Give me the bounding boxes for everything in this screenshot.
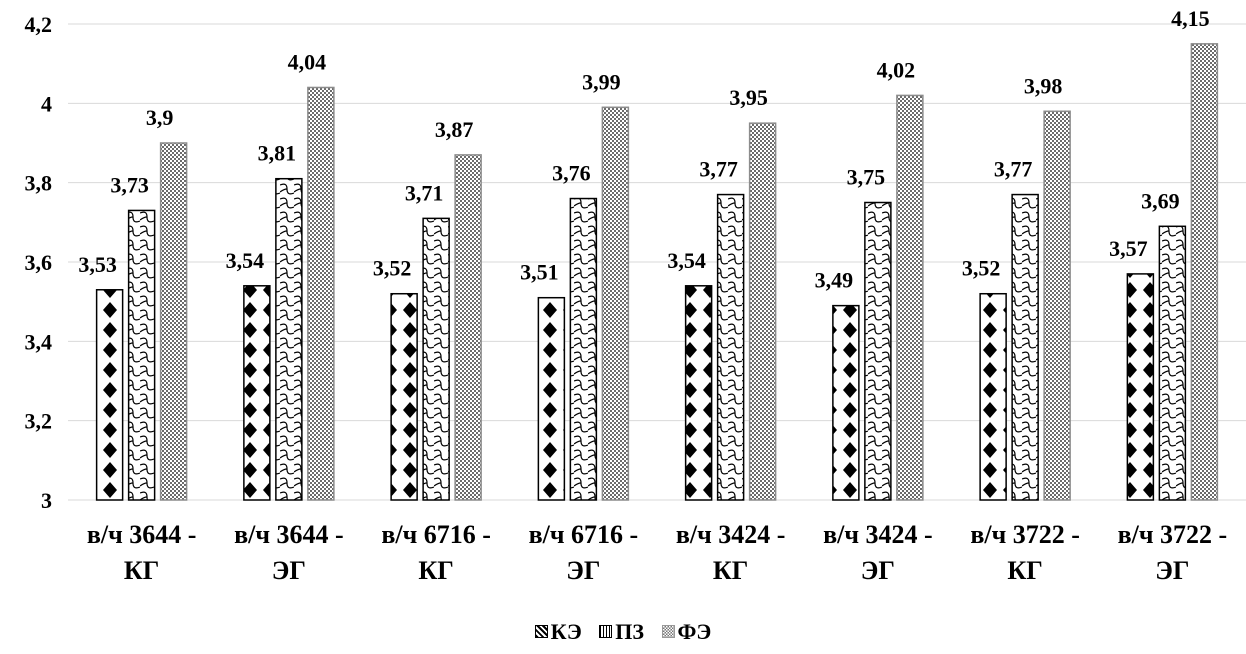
- bar-checker-5: [896, 94, 924, 501]
- data-label: 3,51: [520, 260, 559, 285]
- legend-label-fe: ФЭ: [677, 618, 712, 644]
- bar-waves-0: [127, 209, 156, 501]
- legend-label-pz: ПЗ: [615, 618, 645, 644]
- bar-diamonds-6: [979, 292, 1007, 501]
- data-label: 3,99: [582, 69, 621, 94]
- bar-waves-2: [422, 217, 450, 501]
- data-label: 3,69: [1141, 188, 1180, 213]
- data-label: 3,9: [146, 105, 174, 130]
- bar-diamonds-7: [1126, 273, 1155, 501]
- legend-item-pz: ПЗ: [599, 619, 644, 645]
- bar-checker-1: [307, 86, 335, 501]
- data-label: 3,76: [552, 161, 591, 186]
- y-tick-label: 3: [41, 488, 52, 513]
- x-tick-label: в/ч 3424 -: [823, 520, 933, 549]
- data-label: 3,81: [258, 141, 297, 166]
- x-tick-label: ЭГ: [861, 556, 895, 585]
- bar-diamonds-3: [537, 296, 566, 501]
- data-label: 3,52: [373, 256, 412, 281]
- legend-swatch-ke: [534, 625, 548, 638]
- legend-swatch-pz: [599, 625, 613, 638]
- y-tick-label: 4,2: [25, 12, 53, 37]
- data-label: 3,73: [110, 172, 149, 197]
- data-label: 3,77: [699, 157, 738, 182]
- y-tick-label: 3,6: [25, 250, 53, 275]
- x-tick-label: ЭГ: [566, 556, 600, 585]
- x-tick-label: КГ: [418, 556, 453, 585]
- data-label: 4,02: [877, 57, 916, 82]
- bar-waves-4: [716, 193, 745, 501]
- bar-chart-svg: 3 3,2 3,4 3,6 3,8 4 4,2 3,53 3,73 3,9 в/ч 3644 - КГ…: [25, 6, 1246, 585]
- legend: КЭ ПЗ ФЭ: [0, 618, 1246, 645]
- data-label: 3,52: [962, 256, 1001, 281]
- y-tick-label: 3,4: [25, 329, 53, 354]
- x-tick-label: КГ: [713, 556, 748, 585]
- data-label: 3,53: [78, 252, 117, 277]
- y-tick-label: 3,2: [25, 409, 53, 434]
- bar-diamonds-2: [390, 292, 418, 501]
- x-tick-label: в/ч 6716 -: [529, 520, 639, 549]
- x-tick-label: ЭГ: [1155, 556, 1189, 585]
- legend-label-ke: КЭ: [550, 618, 582, 644]
- x-tick-label: в/ч 3644 -: [234, 520, 344, 549]
- data-label: 4,04: [288, 49, 327, 74]
- data-label: 3,54: [226, 248, 265, 273]
- bar-waves-7: [1158, 225, 1187, 501]
- legend-item-fe: ФЭ: [661, 618, 712, 645]
- data-label: 3,77: [994, 157, 1033, 182]
- data-label: 3,57: [1109, 236, 1148, 261]
- x-tick-label: в/ч 3424 -: [676, 520, 786, 549]
- bar-checker-2: [454, 154, 482, 501]
- bar-diamonds-5: [832, 304, 860, 501]
- data-label: 3,87: [435, 117, 474, 142]
- data-label: 3,49: [815, 268, 854, 293]
- bar-waves-6: [1011, 193, 1039, 501]
- x-tick-label: в/ч 3722 -: [970, 520, 1080, 549]
- bar-checker-6: [1043, 110, 1071, 501]
- x-tick-label: КГ: [1007, 556, 1042, 585]
- x-tick-label: в/ч 3722 -: [1118, 520, 1228, 549]
- bar-waves-1: [275, 177, 303, 501]
- data-label: 4,15: [1171, 6, 1210, 31]
- legend-item-ke: КЭ: [534, 618, 582, 645]
- y-tick-label: 3,8: [25, 171, 53, 196]
- x-tick-label: в/ч 6716 -: [381, 520, 491, 549]
- x-tick-label: в/ч 3644 -: [87, 520, 197, 549]
- bar-waves-3: [569, 197, 598, 501]
- x-tick-label: КГ: [124, 556, 159, 585]
- data-label: 3,75: [847, 165, 886, 190]
- bar-checker-0: [159, 142, 188, 501]
- x-tick-label: ЭГ: [272, 556, 306, 585]
- data-label: 3,54: [667, 248, 706, 273]
- bar-waves-5: [864, 201, 892, 501]
- data-label: 3,95: [729, 85, 768, 110]
- legend-swatch-fe: [661, 625, 675, 638]
- bar-checker-7: [1190, 43, 1219, 501]
- bar-diamonds-1: [243, 285, 271, 501]
- bar-checker-3: [601, 106, 630, 501]
- data-label: 3,98: [1024, 73, 1063, 98]
- y-tick-label: 4: [41, 91, 52, 116]
- bar-diamonds-0: [95, 289, 124, 501]
- data-label: 3,71: [405, 180, 444, 205]
- bar-checker-4: [748, 122, 777, 501]
- bar-diamonds-4: [684, 285, 713, 501]
